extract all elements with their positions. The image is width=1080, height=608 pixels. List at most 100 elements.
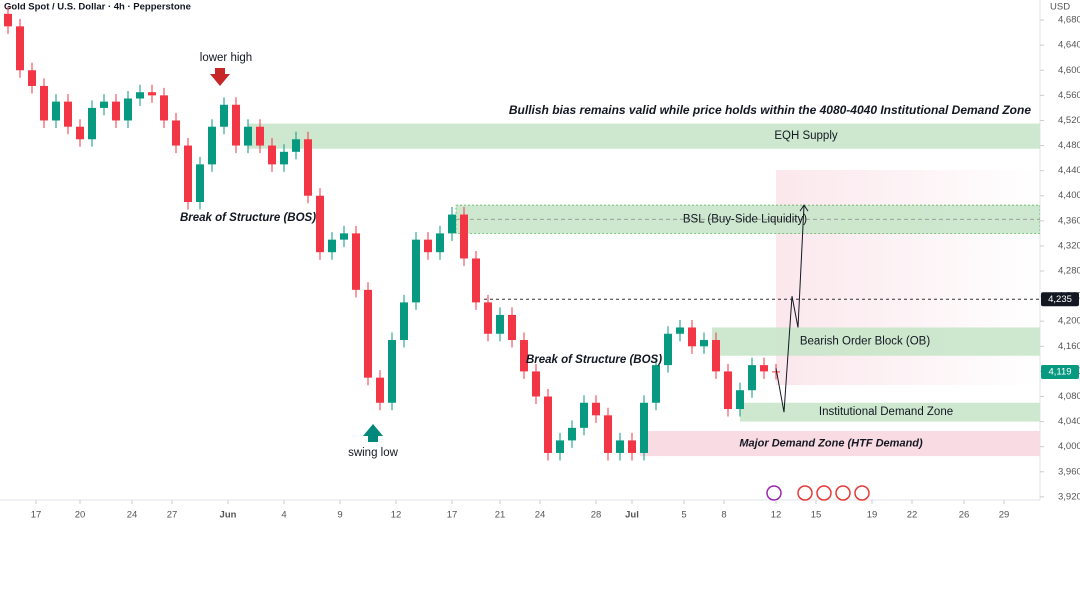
zone [640,430,1040,457]
candle-body [760,365,768,372]
x-tick-label: 15 [811,510,822,521]
y-tick-label: 4,480 [1058,140,1080,151]
candle-body [196,164,204,203]
candle-body [316,195,324,253]
candle-body [724,371,732,410]
candle-body [112,101,120,121]
y-tick-label: 4,040 [1058,416,1080,427]
candle-body [16,26,24,71]
y-tick-label: 4,160 [1058,341,1080,352]
x-tick-label: 24 [535,510,546,521]
zone [712,327,1040,356]
annotation: swing low [348,447,399,459]
level-tag-label: 4,235 [1048,294,1072,305]
candle-body [328,239,336,253]
zone-label: Major Demand Zone (HTF Demand) [739,437,923,449]
candle-body [400,302,408,341]
x-tick-label: 21 [495,510,506,521]
candle-body [232,104,240,146]
candle-body [712,340,720,372]
plot [4,6,1040,461]
candle-body [664,333,672,366]
candle-body [604,415,612,453]
candle-body [736,390,744,410]
candle-body [304,139,312,196]
x-tick-label: 17 [447,510,458,521]
candle-body [460,214,468,259]
candle-body [436,233,444,253]
axis-unit: USD [1050,2,1070,13]
zone-label: EQH Supply [774,130,838,142]
candle-body [700,340,708,347]
x-tick-label: 27 [167,510,178,521]
x-tick-label: 8 [721,510,726,521]
x-tick-label: 24 [127,510,138,521]
candle-body [448,214,456,234]
x-tick-label: 22 [907,510,918,521]
x-tick-label: 12 [391,510,402,521]
candle-body [256,126,264,146]
candle-body [292,139,300,152]
candle-body [184,145,192,203]
last-price-tag [1041,365,1079,380]
candle-body [28,70,36,86]
x-tick-label: Jun [220,510,237,521]
candle-body [580,402,588,428]
swing-low-arrow [363,424,383,442]
candle-body [496,314,504,334]
y-tick-label: 3,960 [1058,466,1080,477]
zone [248,123,1040,149]
candle-body [244,126,252,146]
y-tick-label: 3,920 [1058,491,1080,502]
candle-body [772,371,780,373]
y-tick-label: 4,640 [1058,40,1080,51]
x-tick-label: 29 [999,510,1010,521]
x-tick-label: 28 [591,510,602,521]
candle-body [280,151,288,165]
x-tick-label: 19 [867,510,878,521]
candle-body [352,233,360,290]
candle-body [88,107,96,140]
candle-body [616,440,624,453]
x-tick-label: 5 [681,510,686,521]
annotation: Break of Structure (BOS) [526,354,662,366]
event-icons [766,485,870,501]
candle-body [592,402,600,416]
y-tick-label: 4,280 [1058,266,1080,277]
candle-body [40,85,48,121]
projection-arrowhead [799,204,809,212]
x-tick-label: Jul [625,510,639,521]
y-tick-label: 4,520 [1058,115,1080,126]
annotation: Break of Structure (BOS) [180,212,316,224]
x-tick-label: 20 [75,510,86,521]
zone-label: Bearish Order Block (OB) [800,336,931,348]
zone-label: Institutional Demand Zone [819,406,953,418]
candle-body [532,371,540,397]
candle-body [268,145,276,165]
candle-body [748,365,756,391]
x-tick-label: 9 [337,510,342,521]
candle-body [76,126,84,140]
y-tick-label: 4,440 [1058,165,1080,176]
zone [740,402,1040,422]
y-tick-label: 4,400 [1058,190,1080,201]
candle-body [160,95,168,121]
candle-body [52,101,60,121]
candle-body [472,258,480,303]
y-tick-label: 4,080 [1058,391,1080,402]
x-tick-label: 26 [959,510,970,521]
headline: Bullish bias remains valid while price h… [509,103,1031,117]
candle-body [424,239,432,253]
candle-body [376,377,384,403]
y-tick-label: 4,600 [1058,65,1080,76]
lower-high-arrow [210,68,230,86]
y-tick-label: 4,200 [1058,316,1080,327]
chart-title: Gold Spot / U.S. Dollar · 4h · Peppersto… [4,2,191,13]
candle-body [388,340,396,403]
candle-body [556,440,564,453]
x-tick-label: 4 [281,510,286,521]
candle-body [340,233,348,240]
candle-body [208,126,216,165]
candle-body [124,98,132,121]
